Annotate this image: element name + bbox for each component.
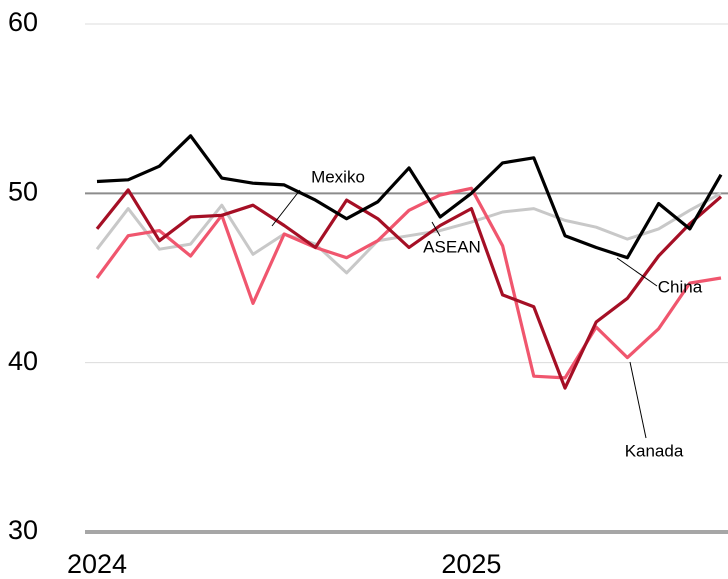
y-tick-label: 40 [8, 346, 38, 376]
y-tick-label: 50 [8, 176, 38, 206]
series-label: Kanada [625, 441, 684, 460]
y-tick-label: 60 [8, 7, 38, 37]
series-label: Mexiko [311, 167, 365, 186]
leader-line [629, 361, 647, 439]
series-label: ASEAN [423, 237, 481, 256]
series-label: China [658, 277, 703, 296]
series-line [95, 186, 722, 380]
series-line [95, 191, 722, 275]
x-tick-label: 2024 [67, 549, 127, 579]
x-tick-label: 2025 [441, 549, 501, 579]
leader-line [616, 257, 658, 287]
y-tick-label: 30 [8, 515, 38, 545]
leader-line [271, 189, 301, 227]
leader-line [431, 221, 441, 237]
series-line [96, 134, 723, 260]
series-line [95, 188, 723, 390]
